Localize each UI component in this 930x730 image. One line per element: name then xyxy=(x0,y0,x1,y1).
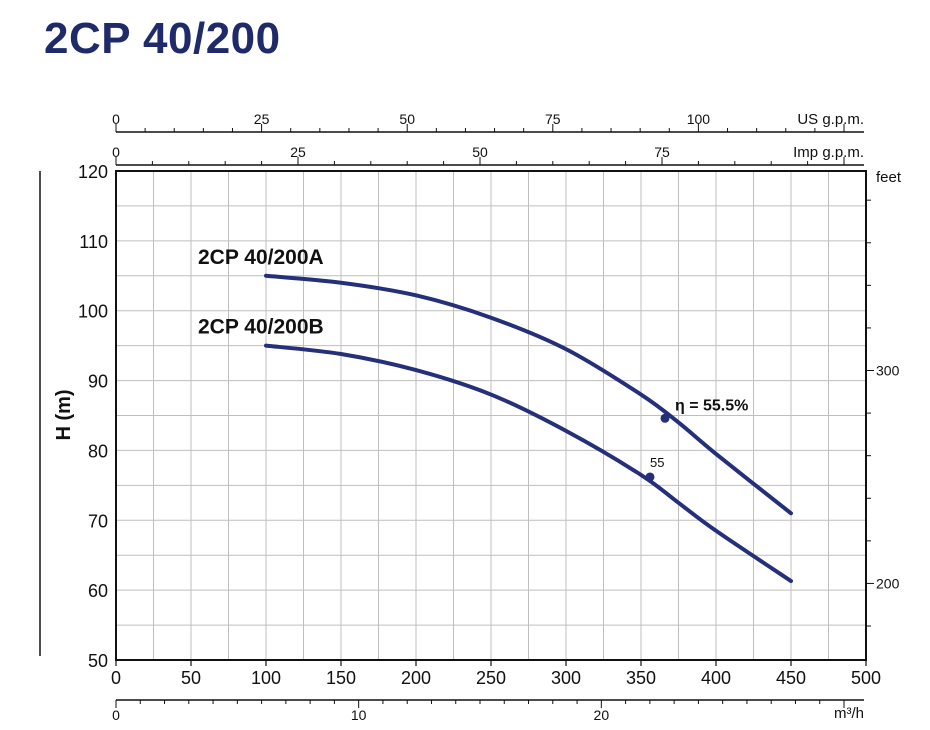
y-tick-label: 60 xyxy=(88,581,108,601)
y-tick-label: 50 xyxy=(88,651,108,671)
curve-a xyxy=(264,273,793,516)
top_axis_us-label: US g.p.m. xyxy=(797,111,864,128)
right-tick-label: 300 xyxy=(876,363,900,379)
m3h-tick-label: 0 xyxy=(112,707,120,723)
y-tick-label: 100 xyxy=(78,302,108,322)
y-tick-label: 110 xyxy=(79,232,108,252)
x-tick-label: 250 xyxy=(476,668,506,688)
top_axis_imp-tick-label: 50 xyxy=(472,144,488,160)
top_axis_us-tick-label: 100 xyxy=(687,111,711,127)
y-tick-label: 120 xyxy=(78,162,108,182)
m3h-tick-label: 10 xyxy=(351,707,367,723)
efficiency-marker xyxy=(660,413,670,423)
x-tick-label: 500 xyxy=(851,668,881,688)
y-tick-label: 80 xyxy=(88,441,108,461)
m3h-label: m³/h xyxy=(834,705,864,722)
x-tick-label: 50 xyxy=(181,668,201,688)
y-axis-label: H (m) xyxy=(53,389,75,440)
x-tick-label: 350 xyxy=(626,668,656,688)
series-label: 2CP 40/200A xyxy=(198,246,324,269)
right-tick-label: 200 xyxy=(876,575,900,591)
top_axis_us-tick-label: 0 xyxy=(112,111,120,127)
efficiency-marker xyxy=(645,472,655,482)
x-tick-label: 150 xyxy=(326,668,356,688)
chart-title: 2CP 40/200 xyxy=(44,14,281,63)
right-axis-label: feet xyxy=(876,169,902,186)
top_axis_us-tick-label: 75 xyxy=(545,111,561,127)
series-label: 2CP 40/200B xyxy=(198,316,324,339)
x-tick-label: 0 xyxy=(111,668,121,688)
m3h-tick-label: 20 xyxy=(594,707,610,723)
x-tick-label: 100 xyxy=(251,668,281,688)
efficiency-label: η = 55.5% xyxy=(675,397,748,414)
y-tick-label: 70 xyxy=(88,511,108,531)
top_axis_us-tick-label: 25 xyxy=(254,111,270,127)
y-tick-label: 90 xyxy=(88,372,108,392)
x-tick-label: 300 xyxy=(551,668,581,688)
top_axis_imp-label: Imp g.p.m. xyxy=(793,144,864,161)
top_axis_imp-tick-label: 0 xyxy=(112,144,120,160)
x-tick-label: 200 xyxy=(401,668,431,688)
top_axis_imp-tick-label: 25 xyxy=(290,144,306,160)
x-tick-label: 400 xyxy=(701,668,731,688)
efficiency-label: 55 xyxy=(650,455,664,470)
curve-b xyxy=(264,343,793,584)
top_axis_us-tick-label: 50 xyxy=(399,111,415,127)
top_axis_imp-tick-label: 75 xyxy=(654,144,670,160)
x-tick-label: 450 xyxy=(776,668,806,688)
